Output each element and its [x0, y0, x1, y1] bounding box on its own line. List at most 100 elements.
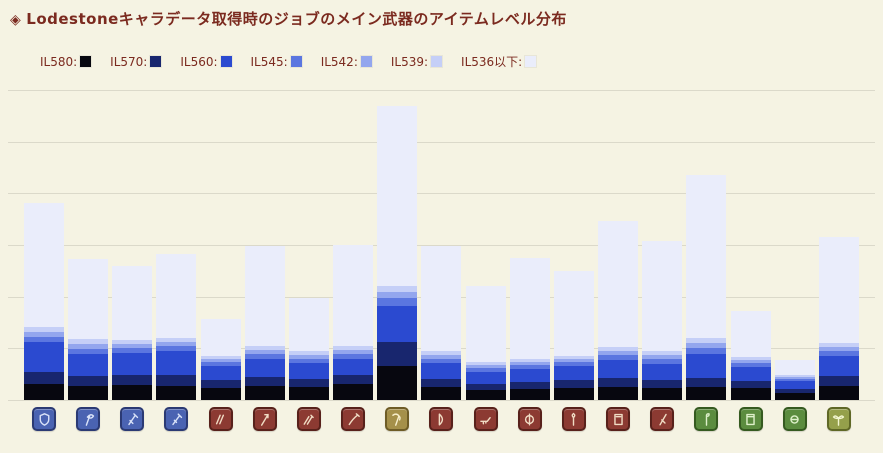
- bar-segment-IL580: [598, 387, 639, 400]
- bar-segment-IL580: [465, 390, 506, 400]
- job-icon-white-mage: [694, 407, 719, 431]
- bar-segment-IL536以下: [333, 245, 374, 346]
- bar-dragoon: [244, 246, 285, 400]
- bar-segment-IL536以下: [288, 298, 329, 351]
- job-icon-monk: [208, 407, 233, 431]
- bar-segment-IL536以下: [377, 106, 418, 286]
- bar-segment-IL542: [553, 359, 594, 362]
- bar-segment-IL570: [200, 380, 241, 388]
- legend-item: IL560:: [180, 55, 232, 69]
- bar-segment-IL542: [598, 351, 639, 355]
- bar-segment-IL536以下: [421, 246, 462, 351]
- bar-dark-knight: [112, 266, 153, 400]
- bar-machinist: [465, 286, 506, 400]
- job-icon-astrologian: [782, 407, 807, 431]
- bar-segment-IL545: [333, 354, 374, 359]
- bar-red-mage: [642, 241, 683, 400]
- bar-segment-IL570: [730, 381, 771, 388]
- bar-segment-IL536以下: [200, 319, 241, 356]
- job-icon-warrior: [76, 407, 101, 431]
- bar-segment-IL542: [686, 343, 727, 348]
- bar-black-mage: [553, 271, 594, 400]
- legend-item: IL570:: [110, 55, 162, 69]
- bar-segment-IL560: [465, 372, 506, 384]
- job-icon-bard: [429, 407, 454, 431]
- job-icon-samurai: [341, 407, 366, 431]
- bar-segment-IL542: [333, 350, 374, 354]
- bar-segment-IL580: [24, 384, 64, 400]
- bar-segment-IL545: [686, 348, 727, 354]
- bar-segment-IL560: [156, 351, 197, 375]
- bar-segment-IL542: [112, 344, 153, 348]
- book-glyph-icon: [746, 413, 755, 425]
- bar-segment-IL580: [68, 386, 109, 400]
- bar-segment-IL545: [509, 365, 550, 369]
- job-icon-cell: [68, 407, 108, 431]
- bar-segment-IL539: [686, 338, 727, 343]
- bar-segment-IL560: [244, 359, 285, 377]
- bar-segment-IL560: [818, 356, 859, 376]
- chart-plot-area: [8, 90, 875, 401]
- bar-segment-IL580: [686, 387, 727, 400]
- bar-segment-IL560: [377, 306, 418, 342]
- job-icon-red-mage: [650, 407, 675, 431]
- bar-segment-IL536以下: [642, 241, 683, 351]
- job-icon-black-mage: [561, 407, 586, 431]
- job-icon-sage: [826, 407, 851, 431]
- job-icon-cell: [245, 407, 285, 431]
- job-icon-cell: [731, 407, 771, 431]
- gridline: [8, 245, 875, 246]
- bar-segment-IL560: [686, 354, 727, 378]
- bar-samurai: [333, 245, 374, 400]
- legend-item: IL580:: [40, 55, 92, 69]
- bar-reaper: [377, 106, 418, 400]
- bar-segment-IL536以下: [465, 286, 506, 362]
- legend-color-swatch: [220, 56, 232, 67]
- legend-color-swatch: [290, 56, 302, 67]
- gridline: [8, 193, 875, 195]
- bar-segment-IL560: [68, 354, 109, 376]
- bar-segment-IL539: [68, 339, 109, 344]
- bar-segment-IL570: [244, 377, 285, 386]
- bar-segment-IL539: [200, 356, 241, 359]
- job-icon-ninja: [296, 407, 321, 431]
- bar-segment-IL539: [509, 359, 550, 362]
- legend-item: IL536以下:: [461, 53, 537, 70]
- bar-segment-IL570: [421, 379, 462, 387]
- bar-segment-IL560: [421, 363, 462, 379]
- legend-color-swatch: [431, 56, 443, 67]
- bow-glyph-icon: [438, 412, 443, 426]
- job-icon-cell: [201, 407, 241, 431]
- bar-segment-IL536以下: [553, 271, 594, 356]
- bar-segment-IL545: [642, 359, 683, 364]
- bar-segment-IL539: [598, 347, 639, 351]
- bar-segment-IL570: [156, 375, 197, 386]
- bar-segment-IL536以下: [774, 360, 815, 375]
- bar-segment-IL560: [730, 367, 771, 381]
- fists-glyph-icon: [216, 414, 225, 424]
- bar-segment-IL580: [244, 386, 285, 400]
- chakram-glyph-icon: [525, 412, 535, 426]
- bar-segment-IL542: [774, 377, 815, 379]
- bar-segment-IL570: [509, 382, 550, 389]
- bar-segment-IL542: [377, 292, 418, 298]
- bar-segment-IL560: [774, 381, 815, 389]
- chart-legend: IL580: IL570: IL560: IL545: IL542: IL539: IL53…: [40, 53, 537, 70]
- job-icon-summoner: [606, 407, 631, 431]
- bar-astrologian: [774, 360, 815, 400]
- legend-color-swatch: [80, 56, 92, 67]
- bar-segment-IL545: [68, 349, 109, 354]
- bar-segment-IL580: [156, 386, 197, 400]
- gridline: [8, 400, 875, 401]
- gridline: [8, 90, 875, 91]
- job-icon-cell: [24, 407, 64, 431]
- bar-scholar: [730, 311, 771, 400]
- bar-paladin: [24, 203, 64, 400]
- bar-segment-IL560: [642, 364, 683, 380]
- legend-item: IL545:: [251, 55, 302, 69]
- job-icon-cell: [466, 407, 506, 431]
- legend-label: IL545:: [250, 54, 288, 69]
- legend-label: IL542:: [320, 54, 358, 69]
- legend-color-swatch: [150, 56, 162, 67]
